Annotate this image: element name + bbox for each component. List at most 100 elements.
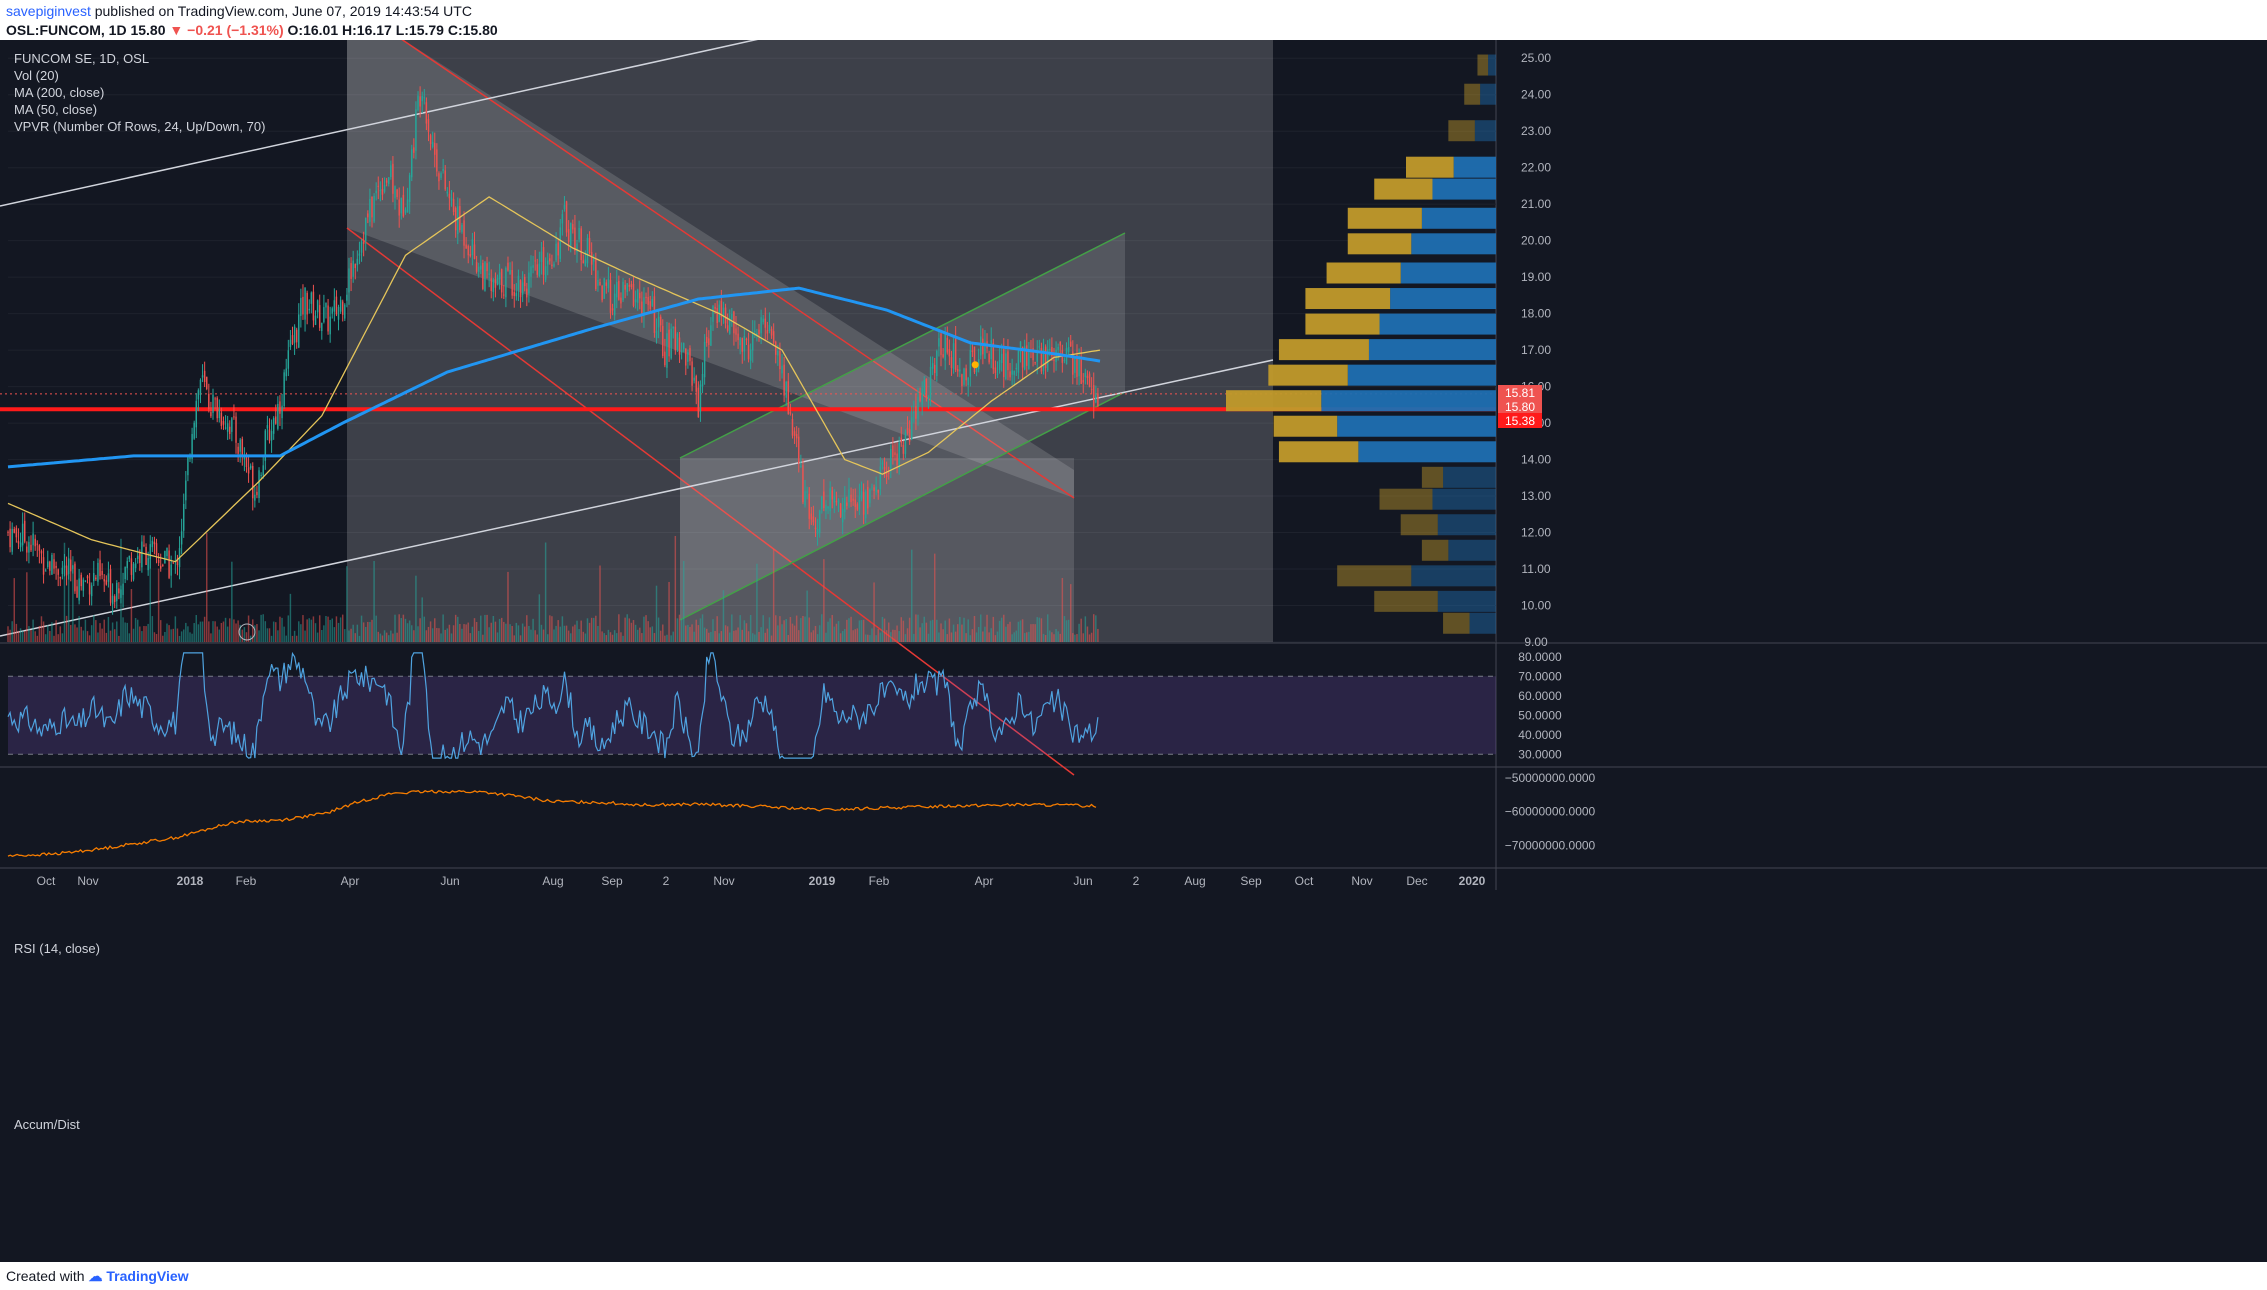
tradingview-logo-icon[interactable]: ☁	[88, 1268, 103, 1284]
volume-bar	[122, 617, 124, 642]
candle-body	[281, 405, 283, 419]
publisher-username[interactable]: savepiginvest	[6, 3, 91, 19]
candle-body	[768, 324, 771, 332]
candle	[530, 255, 532, 288]
volume-bar	[153, 632, 156, 642]
candle	[967, 376, 969, 397]
candle	[695, 374, 697, 405]
candle-body	[241, 438, 244, 455]
rsi-legend[interactable]: RSI (14, close)	[14, 941, 100, 956]
candle-body	[1090, 388, 1093, 390]
footer-brand[interactable]: TradingView	[106, 1268, 189, 1284]
candle	[34, 534, 36, 551]
candle	[628, 277, 631, 292]
candle-body	[496, 278, 499, 286]
legend-ma200[interactable]: MA (200, close)	[14, 85, 105, 100]
candle-body	[923, 379, 926, 394]
candle	[266, 415, 269, 441]
candle-body	[195, 400, 198, 428]
volume-bar	[927, 633, 930, 642]
volume-bar	[436, 628, 438, 642]
volume-bar	[40, 616, 43, 642]
volume-bar	[151, 616, 154, 642]
candle	[601, 284, 603, 303]
candle-body	[283, 372, 285, 407]
candle-body	[666, 333, 668, 368]
candle	[647, 287, 649, 312]
candle	[676, 332, 679, 352]
candle-body	[306, 292, 308, 315]
candle	[511, 261, 513, 299]
candle-body	[540, 251, 543, 262]
price-tick-label: 14.00	[1521, 453, 1551, 467]
vpvr-up-bar	[1437, 514, 1496, 536]
legend-volume[interactable]: Vol (20)	[14, 68, 59, 83]
volume-bar	[649, 627, 651, 642]
candle	[1015, 363, 1018, 377]
candle-body	[101, 571, 103, 575]
candle	[454, 206, 457, 238]
volume-bar	[1040, 618, 1043, 642]
candle-body	[463, 220, 465, 246]
volume-bar	[277, 630, 279, 642]
legend-vpvr[interactable]: VPVR (Number Of Rows, 24, Up/Down, 70)	[14, 119, 266, 134]
candle-body	[927, 396, 930, 400]
candle-body	[766, 330, 769, 334]
candle-body	[808, 493, 810, 519]
candle-body	[867, 486, 869, 509]
candle	[446, 187, 449, 197]
candle	[425, 97, 428, 131]
candle-body	[348, 268, 350, 293]
candle-body	[157, 559, 160, 563]
candle	[283, 369, 285, 410]
candle-body	[593, 258, 595, 262]
candle-body	[618, 280, 620, 300]
volume-bar	[952, 624, 955, 642]
candle	[735, 315, 737, 342]
candle-body	[613, 293, 616, 316]
long-trendline-lower	[0, 359, 1274, 637]
candle-body	[984, 342, 986, 359]
volume-bar	[312, 616, 315, 642]
volume-bar	[398, 614, 400, 642]
vpvr-up-bar	[1474, 120, 1496, 142]
candle-body	[341, 301, 344, 315]
candle-body	[494, 279, 497, 288]
candle-body	[118, 588, 120, 594]
candle	[1082, 373, 1084, 394]
candle	[881, 460, 884, 470]
volume-bar	[49, 630, 51, 642]
candle	[852, 488, 854, 506]
candle-body	[938, 338, 940, 347]
legend-ma50[interactable]: MA (50, close)	[14, 102, 98, 117]
volume-bar	[331, 618, 333, 642]
candle	[887, 466, 890, 480]
candle	[176, 554, 179, 576]
candle-body	[185, 480, 187, 501]
candle	[19, 532, 22, 552]
price-chart[interactable]: 25.0024.0023.0022.0021.0020.0019.0018.00…	[0, 40, 2267, 1262]
candle-body	[1092, 385, 1095, 407]
candle-body	[360, 241, 363, 253]
candle	[408, 172, 411, 214]
vpvr-down-bar	[1337, 565, 1412, 587]
candle	[477, 262, 480, 278]
volume-bar	[65, 615, 68, 642]
range-box-large	[347, 40, 1273, 642]
candle	[825, 500, 827, 519]
volume-bar	[275, 622, 277, 642]
candle-body	[687, 352, 689, 362]
volume-bar	[530, 629, 532, 642]
candle-body	[249, 465, 252, 469]
candle	[70, 550, 72, 582]
candle-body	[371, 196, 373, 218]
candle-body	[164, 550, 166, 564]
candle	[132, 561, 135, 582]
candle	[616, 269, 618, 309]
ad-legend[interactable]: Accum/Dist	[14, 1117, 80, 1132]
candle	[957, 365, 959, 377]
volume-bar	[1088, 634, 1091, 642]
candle	[1078, 348, 1080, 386]
candle-body	[934, 364, 936, 374]
publisher-line: savepiginvest published on TradingView.c…	[6, 3, 472, 19]
